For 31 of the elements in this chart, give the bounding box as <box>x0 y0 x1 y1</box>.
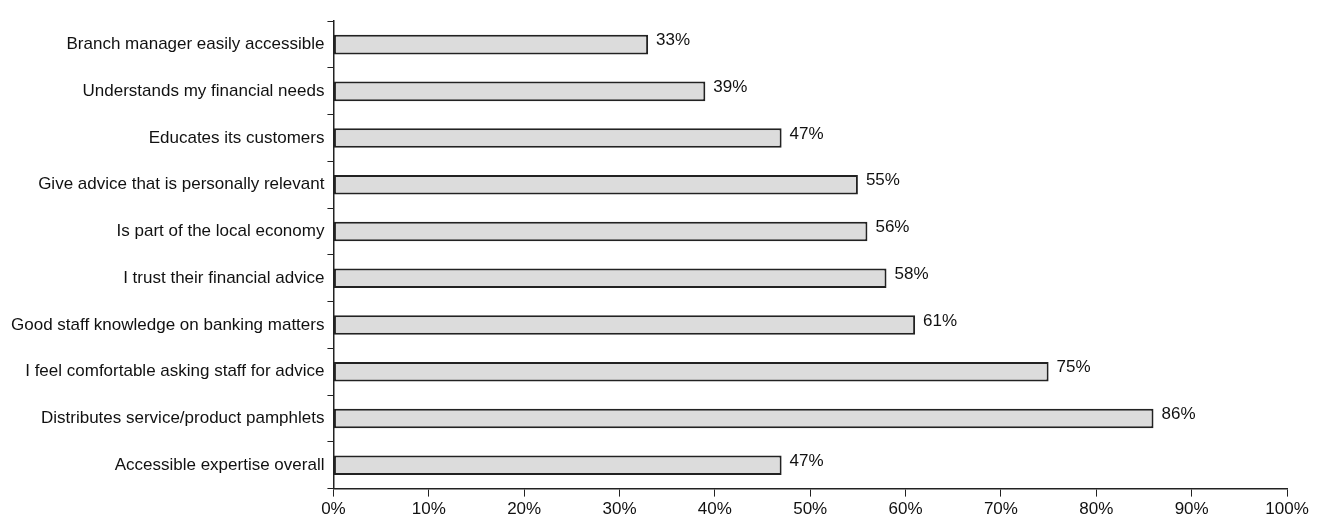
y-tick-label: Educates its customers <box>148 127 325 147</box>
x-tick-label: 80% <box>1079 499 1114 519</box>
data-label: 47% <box>789 450 824 470</box>
y-tick-label: I trust their financial advice <box>123 267 325 287</box>
data-label: 86% <box>1161 404 1196 424</box>
x-tick-label: 30% <box>602 499 637 519</box>
data-label: 33% <box>656 30 691 50</box>
data-label: 47% <box>789 123 824 143</box>
data-label: 39% <box>713 77 748 96</box>
data-label: 55% <box>865 170 900 190</box>
y-tick-label: Give advice that is personally relevant <box>38 174 325 194</box>
y-tick-label: I feel comfortable asking staff for advice <box>25 361 325 381</box>
x-tick-label: 60% <box>888 499 923 519</box>
x-tick-label: 20% <box>507 499 542 519</box>
y-tick-label: Branch manager easily accessible <box>66 34 325 54</box>
y-tick-label: Distributes service/product pamphlets <box>40 408 325 428</box>
data-label: 56% <box>875 217 910 237</box>
x-tick-label: 90% <box>1174 499 1209 519</box>
y-tick-label: Accessible expertise overall <box>114 454 325 474</box>
y-tick-label: Is part of the local economy <box>116 221 325 241</box>
x-tick-label: 70% <box>983 499 1018 519</box>
x-tick-label: 100% <box>1265 499 1309 519</box>
x-tick-label: 10% <box>411 499 446 519</box>
x-tick-label: 0% <box>321 499 346 519</box>
x-tick-label: 40% <box>697 499 732 519</box>
data-label: 61% <box>923 310 958 330</box>
data-label: 75% <box>1056 357 1091 377</box>
data-label: 58% <box>894 263 929 283</box>
y-tick-label: Understands my financial needs <box>82 81 325 100</box>
y-tick-label: Good staff knowledge on banking matters <box>11 314 325 334</box>
x-tick-label: 50% <box>793 499 828 519</box>
